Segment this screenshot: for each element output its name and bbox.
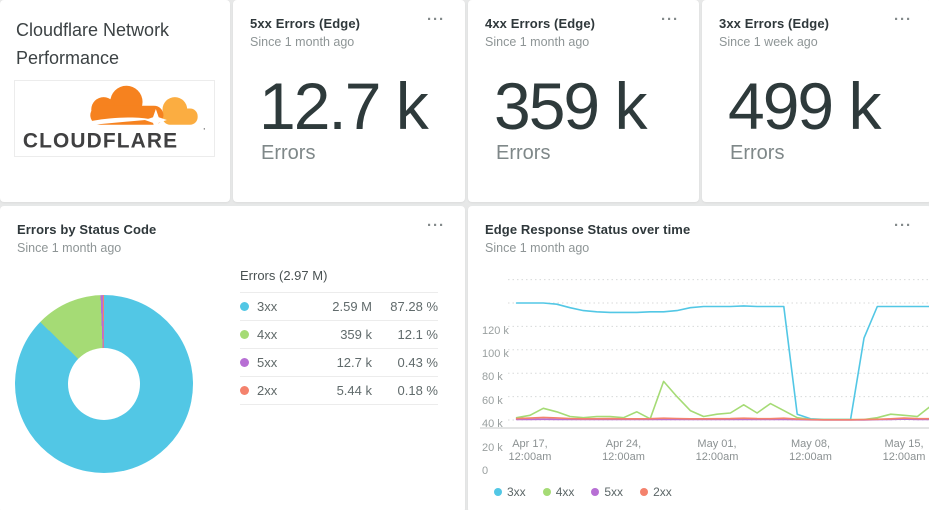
donut-table-title: Errors (2.97 M) (240, 268, 328, 283)
series-label: 3xx (257, 299, 278, 314)
card-4xx-errors: 4xx Errors (Edge) Since 1 month ago ··· … (468, 0, 699, 202)
cloudflare-logo: CLOUDFLARE ' (14, 80, 215, 157)
legend-item-4xx[interactable]: 4xx (542, 485, 575, 499)
y-tick-label: 100 k (482, 348, 509, 360)
metric-unit: Errors (261, 142, 316, 164)
series-label: 2xx (257, 383, 278, 398)
card-menu-button[interactable]: ··· (427, 217, 445, 234)
card-subtitle: Since 1 month ago (485, 241, 590, 255)
legend-color-dot (494, 488, 502, 496)
donut-table-row: 2xx 5.44 k 0.18 % (240, 377, 438, 405)
legend-color-dot (640, 488, 649, 496)
donut-legend-table: Errors (2.97 M) 3xx 2.59 M 87.28 % 4xx 3… (240, 268, 438, 405)
series-percent: 87.28 % (390, 299, 438, 314)
card-menu-button[interactable]: ··· (427, 11, 445, 28)
donut-table-row: 5xx 12.7 k 0.43 % (240, 349, 438, 377)
series-value: 12.7 k (336, 355, 372, 370)
series-percent: 0.43 % (397, 355, 438, 370)
card-title: Errors by Status Code (17, 222, 157, 237)
series-value: 2.59 M (332, 299, 372, 314)
x-tick-label: Apr 24, 12:00am (602, 438, 645, 463)
x-tick-label: Apr 17, 12:00am (508, 438, 552, 463)
timeseries-plot[interactable] (468, 262, 929, 510)
legend-color-dot (542, 488, 551, 496)
flare-star (144, 108, 167, 131)
timeseries-legend: 3xx 4xx 5xx 2xx (494, 485, 672, 499)
card-subtitle: Since 1 month ago (17, 241, 122, 255)
series-color-dot (240, 386, 249, 395)
legend-label: 5xx (604, 485, 624, 499)
legend-color-dot (591, 488, 600, 496)
donut-chart[interactable] (15, 295, 193, 473)
metric-unit: Errors (730, 142, 785, 164)
cloudflare-logo-text: CLOUDFLARE (22, 129, 177, 152)
series-line-2xx (515, 416, 929, 421)
card-3xx-errors: 3xx Errors (Edge) Since 1 week ago ··· 4… (702, 0, 929, 202)
legend-label: 2xx (653, 485, 672, 499)
legend-label: 4xx (555, 485, 575, 499)
metric-value: 359 k (494, 69, 647, 143)
series-line-3xx (515, 302, 929, 421)
card-title: Edge Response Status over time (485, 222, 691, 237)
series-percent: 0.18 % (397, 383, 438, 398)
series-percent: 12.1 % (397, 327, 438, 342)
y-tick-label: 60 k (482, 394, 503, 407)
card-title: 3xx Errors (Edge) (719, 16, 830, 31)
y-tick-label: 120 k (482, 324, 509, 337)
x-tick-label: May 15, 12:00am (882, 438, 926, 463)
series-color-dot (240, 302, 249, 311)
card-cloudflare-header: Cloudflare Network Performance CLOUDFLAR… (0, 0, 230, 202)
donut-hole (68, 348, 140, 420)
card-title: 4xx Errors (Edge) (485, 16, 596, 31)
series-color-dot (240, 330, 249, 339)
card-menu-button[interactable]: ··· (661, 11, 679, 28)
card-subtitle: Since 1 month ago (250, 35, 355, 49)
series-color-dot (240, 358, 249, 367)
card-menu-button[interactable]: ··· (894, 11, 912, 28)
series-value: 5.44 k (336, 383, 372, 398)
card-subtitle: Since 1 month ago (485, 35, 590, 49)
x-tick-label: May 08, 12:00am (789, 438, 832, 463)
series-value: 359 k (340, 327, 372, 342)
cloudflare-cloud-icon: CLOUDFLARE ' (22, 85, 205, 152)
dashboard-title: Cloudflare Network Performance (16, 20, 170, 68)
legend-item-3xx[interactable]: 3xx (494, 485, 526, 499)
y-tick-label: 20 k (482, 441, 503, 454)
logo-tick: ' (203, 126, 205, 136)
metric-value: 12.7 k (259, 69, 429, 143)
series-line-4xx (515, 380, 929, 421)
series-label: 4xx (257, 327, 278, 342)
card-menu-button[interactable]: ··· (894, 217, 912, 234)
card-errors-by-status-code: Errors by Status Code Since 1 month ago … (0, 206, 465, 510)
card-title: 5xx Errors (Edge) (250, 16, 361, 31)
donut-table-rows: 3xx 2.59 M 87.28 % 4xx 359 k 12.1 % 5xx … (240, 292, 438, 405)
metric-value: 499 k (728, 69, 881, 143)
donut-table-row: 3xx 2.59 M 87.28 % (240, 293, 438, 321)
y-tick-label: 80 k (482, 371, 503, 384)
y-tick-label: 40 k (482, 418, 503, 431)
cloud-light-lobe (162, 96, 198, 125)
series-label: 5xx (257, 355, 278, 370)
card-subtitle: Since 1 week ago (719, 35, 818, 49)
legend-item-2xx[interactable]: 2xx (640, 485, 672, 499)
legend-item-5xx[interactable]: 5xx (591, 485, 623, 499)
flare-swoosh (91, 116, 151, 125)
metric-unit: Errors (496, 142, 551, 164)
card-edge-response-status: Edge Response Status over time Since 1 m… (468, 206, 929, 510)
y-tick-label: 0 (482, 465, 489, 477)
donut-table-row: 4xx 359 k 12.1 % (240, 321, 438, 349)
card-5xx-errors: 5xx Errors (Edge) Since 1 month ago ··· … (233, 0, 465, 202)
series-line-5xx (515, 418, 929, 421)
legend-label: 3xx (507, 485, 526, 499)
x-tick-label: May 01, 12:00am (695, 438, 739, 463)
